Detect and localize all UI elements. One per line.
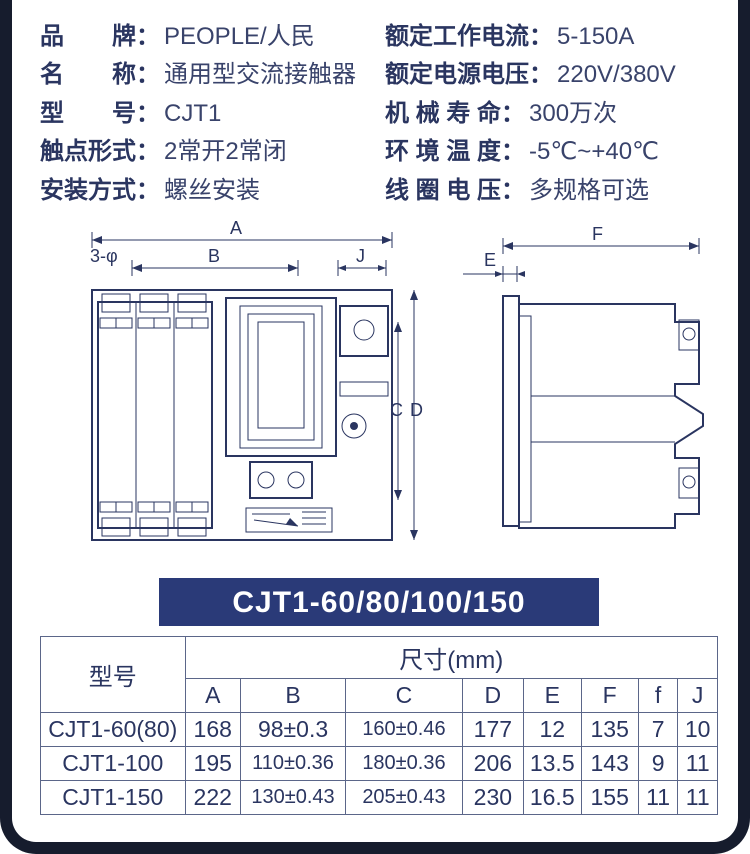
dim-label-C: C <box>390 400 403 421</box>
cell: 205±0.43 <box>346 780 463 814</box>
cell: 110±0.36 <box>240 746 345 780</box>
spec-label: 型 号 <box>40 95 160 133</box>
th-model: 型号 <box>41 636 186 712</box>
spec-value: 300万次 <box>529 95 617 133</box>
side-view-drawing <box>445 228 725 548</box>
spec-value: 螺丝安装 <box>164 172 260 210</box>
cell: 135 <box>581 712 638 746</box>
cell: 222 <box>185 780 240 814</box>
table-row: CJT1-150222130±0.43205±0.4323016.5155111… <box>41 780 718 814</box>
spec-value: 220V/380V <box>557 56 676 94</box>
spec-label: 名 称 <box>40 56 160 94</box>
dim-label-3phi: 3-φ <box>90 246 118 267</box>
cell: 230 <box>462 780 523 814</box>
spec-value: 2常开2常闭 <box>164 133 287 171</box>
dim-label-E: E <box>484 250 496 271</box>
cell: 11 <box>638 780 677 814</box>
spec-label: 额定电源电压 <box>385 56 553 94</box>
cell: 11 <box>678 746 718 780</box>
th-col: B <box>240 678 345 712</box>
spec-label: 品 牌 <box>40 18 160 56</box>
spec-grid: 品 牌PEOPLE/人民名 称通用型交流接触器型 号CJT1触点形式2常开2常闭… <box>40 18 718 210</box>
spec-row: 额定电源电压220V/380V <box>385 56 718 94</box>
spec-value: 5-150A <box>557 18 634 56</box>
th-col: E <box>523 678 581 712</box>
spec-label: 额定工作电流 <box>385 18 553 56</box>
cell: 168 <box>185 712 240 746</box>
cell: 16.5 <box>523 780 581 814</box>
spec-col-left: 品 牌PEOPLE/人民名 称通用型交流接触器型 号CJT1触点形式2常开2常闭… <box>40 18 373 210</box>
th-col: J <box>678 678 718 712</box>
table-row: CJT1-100195110±0.36180±0.3620613.5143911 <box>41 746 718 780</box>
spec-row: 型 号CJT1 <box>40 95 373 133</box>
dimension-table: 型号 尺寸(mm) ABCDEFfJ CJT1-60(80)16898±0.31… <box>40 636 718 815</box>
cell: 12 <box>523 712 581 746</box>
spec-row: 名 称通用型交流接触器 <box>40 56 373 94</box>
th-dims: 尺寸(mm) <box>185 636 717 678</box>
spec-label: 安装方式 <box>40 172 160 210</box>
dim-label-B: B <box>208 246 220 267</box>
cell: 160±0.46 <box>346 712 463 746</box>
cell: 143 <box>581 746 638 780</box>
th-col: C <box>346 678 463 712</box>
cell: 7 <box>638 712 677 746</box>
spec-row: 品 牌PEOPLE/人民 <box>40 18 373 56</box>
spec-row: 安装方式螺丝安装 <box>40 172 373 210</box>
dimension-diagram: A B J 3-φ C D F E <box>40 220 718 570</box>
spec-value: PEOPLE/人民 <box>164 18 315 56</box>
spec-value: -5℃~+40℃ <box>529 133 659 171</box>
th-col: D <box>462 678 523 712</box>
cell: 155 <box>581 780 638 814</box>
cell-model: CJT1-100 <box>41 746 186 780</box>
spec-label: 触点形式 <box>40 133 160 171</box>
dim-label-J: J <box>356 246 365 267</box>
th-col: F <box>581 678 638 712</box>
cell-model: CJT1-60(80) <box>41 712 186 746</box>
cell: 177 <box>462 712 523 746</box>
spec-value: CJT1 <box>164 95 221 133</box>
cell: 130±0.43 <box>240 780 345 814</box>
spec-row: 环 境 温 度-5℃~+40℃ <box>385 133 718 171</box>
spec-row: 触点形式2常开2常闭 <box>40 133 373 171</box>
dim-label-A: A <box>230 218 242 239</box>
spec-label: 线 圈 电 压 <box>385 172 525 210</box>
th-col: f <box>638 678 677 712</box>
spec-col-right: 额定工作电流5-150A额定电源电压220V/380V机 械 寿 命300万次环… <box>385 18 718 210</box>
spec-row: 机 械 寿 命300万次 <box>385 95 718 133</box>
spec-row: 额定工作电流5-150A <box>385 18 718 56</box>
dim-label-F: F <box>592 224 603 245</box>
cell: 13.5 <box>523 746 581 780</box>
spec-value: 多规格可选 <box>529 172 649 210</box>
table-body: CJT1-60(80)16898±0.3160±0.4617712135710C… <box>41 712 718 814</box>
dim-label-D: D <box>410 400 423 421</box>
cell: 11 <box>678 780 718 814</box>
spec-value: 通用型交流接触器 <box>164 56 356 94</box>
cell: 10 <box>678 712 718 746</box>
spec-row: 线 圈 电 压多规格可选 <box>385 172 718 210</box>
model-title-band: CJT1-60/80/100/150 <box>159 578 599 626</box>
th-col: A <box>185 678 240 712</box>
cell: 9 <box>638 746 677 780</box>
cell: 180±0.36 <box>346 746 463 780</box>
spec-label: 机 械 寿 命 <box>385 95 525 133</box>
table-row: CJT1-60(80)16898±0.3160±0.4617712135710 <box>41 712 718 746</box>
spec-label: 环 境 温 度 <box>385 133 525 171</box>
cell: 206 <box>462 746 523 780</box>
cell-model: CJT1-150 <box>41 780 186 814</box>
cell: 98±0.3 <box>240 712 345 746</box>
front-view-drawing <box>40 222 420 562</box>
cell: 195 <box>185 746 240 780</box>
